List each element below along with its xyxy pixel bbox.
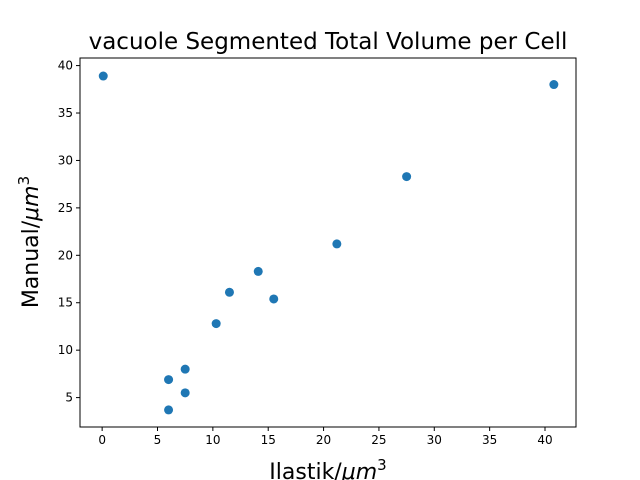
y-tick-label-10: 10 — [58, 343, 73, 357]
x-axis-ticks: 0 5 10 15 20 25 30 35 40 — [98, 427, 553, 447]
x-tick-label-15: 15 — [261, 433, 276, 447]
y-tick-label-15: 15 — [58, 296, 73, 310]
data-point-7 — [269, 294, 279, 304]
data-point-1 — [98, 71, 108, 81]
y-axis-label-unit: μm — [19, 185, 44, 221]
y-axis-label-exponent: 3 — [15, 176, 33, 186]
plot-frame — [79, 57, 577, 428]
x-axis-label-unit: μm — [341, 460, 377, 480]
x-tick-label-10: 10 — [205, 433, 220, 447]
x-tick-label-20: 20 — [316, 433, 331, 447]
y-tick-label-25: 25 — [58, 201, 73, 215]
y-axis-ticks: 5 10 15 20 25 30 35 40 — [58, 59, 80, 405]
x-tick-label-30: 30 — [427, 433, 442, 447]
y-tick-label-20: 20 — [58, 248, 73, 262]
data-points — [98, 71, 559, 415]
y-tick-label-30: 30 — [58, 153, 73, 167]
x-tick-label-0: 0 — [98, 433, 106, 447]
data-point-3 — [402, 172, 412, 182]
y-axis-label: Manual/μm3 — [15, 176, 44, 308]
y-axis-label-main: Manual/ — [19, 220, 44, 308]
x-axis-label: Ilastik/μm3 — [269, 456, 386, 480]
x-axis-label-exponent: 3 — [377, 456, 387, 474]
data-point-5 — [253, 266, 263, 276]
data-point-4 — [332, 239, 342, 249]
y-tick-label-40: 40 — [58, 59, 73, 73]
data-point-2 — [549, 80, 559, 90]
x-tick-label-40: 40 — [537, 433, 552, 447]
x-tick-label-5: 5 — [154, 433, 162, 447]
chart-title: vacuole Segmented Total Volume per Cell — [89, 29, 568, 55]
data-point-10 — [164, 375, 174, 385]
data-point-12 — [164, 405, 174, 415]
data-point-11 — [180, 388, 190, 398]
x-tick-label-35: 35 — [482, 433, 497, 447]
data-point-8 — [211, 319, 221, 329]
data-point-9 — [180, 364, 190, 374]
y-tick-label-35: 35 — [58, 106, 73, 120]
x-tick-label-25: 25 — [371, 433, 386, 447]
y-tick-label-5: 5 — [65, 391, 73, 405]
data-point-6 — [224, 287, 234, 297]
x-axis-label-main: Ilastik/ — [269, 460, 342, 480]
